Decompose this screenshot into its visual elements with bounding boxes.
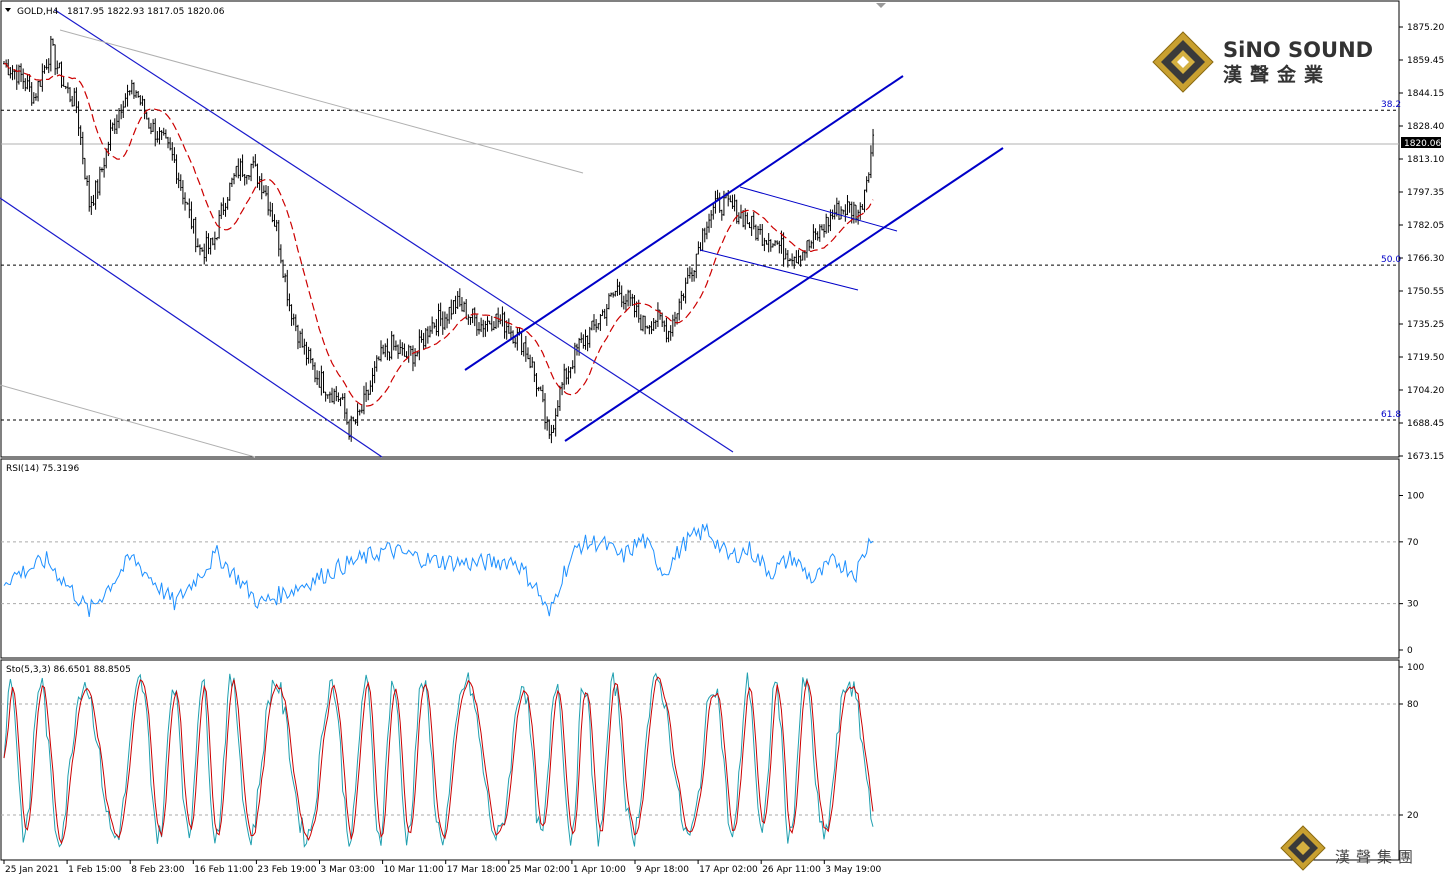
rsi-tick-label: 0 bbox=[1407, 646, 1413, 656]
price-tick-label: 1844.15 bbox=[1407, 89, 1444, 99]
flag-upper[interactable] bbox=[739, 186, 898, 232]
current-price: 1820.06 bbox=[1404, 139, 1441, 149]
uptrend-channel-upper[interactable] bbox=[464, 75, 904, 371]
time-tick-label: 26 Apr 11:00 bbox=[762, 865, 821, 875]
diamond-logo-icon bbox=[1152, 31, 1214, 93]
time-tick-label: 16 Feb 11:00 bbox=[194, 865, 253, 875]
price-tick-label: 1704.20 bbox=[1407, 386, 1444, 396]
main-pane[interactable] bbox=[0, 0, 1400, 458]
time-tick-label: 23 Feb 19:00 bbox=[257, 865, 316, 875]
stochastic-signal-line bbox=[3, 676, 874, 845]
moving-average-line bbox=[3, 63, 874, 407]
time-tick-label: 1 Feb 15:00 bbox=[68, 865, 122, 875]
sto-tick-label: 20 bbox=[1407, 811, 1419, 821]
logo-chinese: 漢聲金業 bbox=[1223, 63, 1331, 86]
downtrend-channel-lower[interactable] bbox=[0, 197, 383, 458]
current-price-tag: 1820.06 bbox=[1401, 137, 1441, 149]
time-tick-label: 17 Apr 02:00 bbox=[699, 865, 758, 875]
price-tick-label: 1750.55 bbox=[1407, 287, 1444, 297]
price-tick-label: 1688.45 bbox=[1407, 419, 1444, 429]
stochastic-pane[interactable] bbox=[0, 659, 1400, 861]
sto-tick-label: 100 bbox=[1407, 663, 1424, 673]
sto-tick-label: 80 bbox=[1407, 700, 1419, 710]
uptrend-channel-lower[interactable] bbox=[564, 147, 1004, 442]
footer-chinese: 漢聲集團 bbox=[1335, 848, 1419, 866]
flag-lower[interactable] bbox=[699, 249, 859, 291]
time-tick-label: 1 Apr 10:00 bbox=[573, 865, 626, 875]
rsi-pane[interactable] bbox=[0, 458, 1400, 659]
footer-logo: 漢聲集團 bbox=[1280, 825, 1419, 871]
price-tick-label: 1797.35 bbox=[1407, 188, 1444, 198]
footer-diamond-icon bbox=[1280, 825, 1326, 871]
brand-logo: SiNO SOUND 漢聲金業 bbox=[1152, 31, 1373, 93]
time-tick-label: 17 Mar 18:00 bbox=[447, 865, 507, 875]
logo-name: SiNO SOUND bbox=[1223, 38, 1373, 62]
time-tick-label: 25 Mar 02:00 bbox=[510, 865, 570, 875]
time-tick-label: 9 Apr 18:00 bbox=[636, 865, 689, 875]
symbol-label: GOLD,H4 bbox=[17, 7, 59, 17]
price-tick-label: 1735.25 bbox=[1407, 320, 1444, 330]
time-tick-label: 3 Mar 03:00 bbox=[321, 865, 376, 875]
downtrend-channel-upper[interactable] bbox=[54, 9, 734, 453]
stochastic-title: Sto(5,3,3) 86.6501 88.8505 bbox=[6, 665, 131, 675]
shift-marker-icon[interactable] bbox=[876, 3, 886, 8]
time-tick-label: 25 Jan 2021 bbox=[5, 865, 59, 875]
stochastic-main-line bbox=[3, 672, 874, 848]
price-tick-label: 1782.05 bbox=[1407, 221, 1444, 231]
rsi-tick-label: 70 bbox=[1407, 538, 1419, 548]
fib-level-label: 61.8 bbox=[1381, 410, 1401, 420]
ohlc-values: 1817.95 1822.93 1817.05 1820.06 bbox=[67, 7, 225, 17]
rsi-title: RSI(14) 75.3196 bbox=[6, 464, 79, 474]
time-tick-label: 8 Feb 23:00 bbox=[131, 865, 185, 875]
time-tick-label: 10 Mar 11:00 bbox=[384, 865, 444, 875]
time-tick-label: 3 May 19:00 bbox=[825, 865, 881, 875]
price-tick-label: 1719.50 bbox=[1407, 353, 1444, 363]
fib-level-label: 38.2 bbox=[1381, 100, 1401, 110]
long-term-trendline[interactable] bbox=[59, 29, 584, 174]
price-tick-label: 1673.15 bbox=[1407, 452, 1444, 462]
dropdown-arrow-icon[interactable] bbox=[5, 8, 11, 12]
price-tick-label: 1766.30 bbox=[1407, 254, 1444, 264]
price-tick-label: 1859.45 bbox=[1407, 56, 1444, 66]
price-tick-label: 1828.40 bbox=[1407, 122, 1444, 132]
price-tick-label: 1813.10 bbox=[1407, 155, 1444, 165]
rsi-tick-label: 100 bbox=[1407, 492, 1424, 502]
rsi-line bbox=[3, 522, 874, 617]
fib-level-label: 50.0 bbox=[1381, 255, 1401, 265]
rsi-tick-label: 30 bbox=[1407, 600, 1419, 610]
price-tick-label: 1875.20 bbox=[1407, 23, 1444, 33]
long-term-trendline-lower[interactable] bbox=[0, 384, 256, 458]
